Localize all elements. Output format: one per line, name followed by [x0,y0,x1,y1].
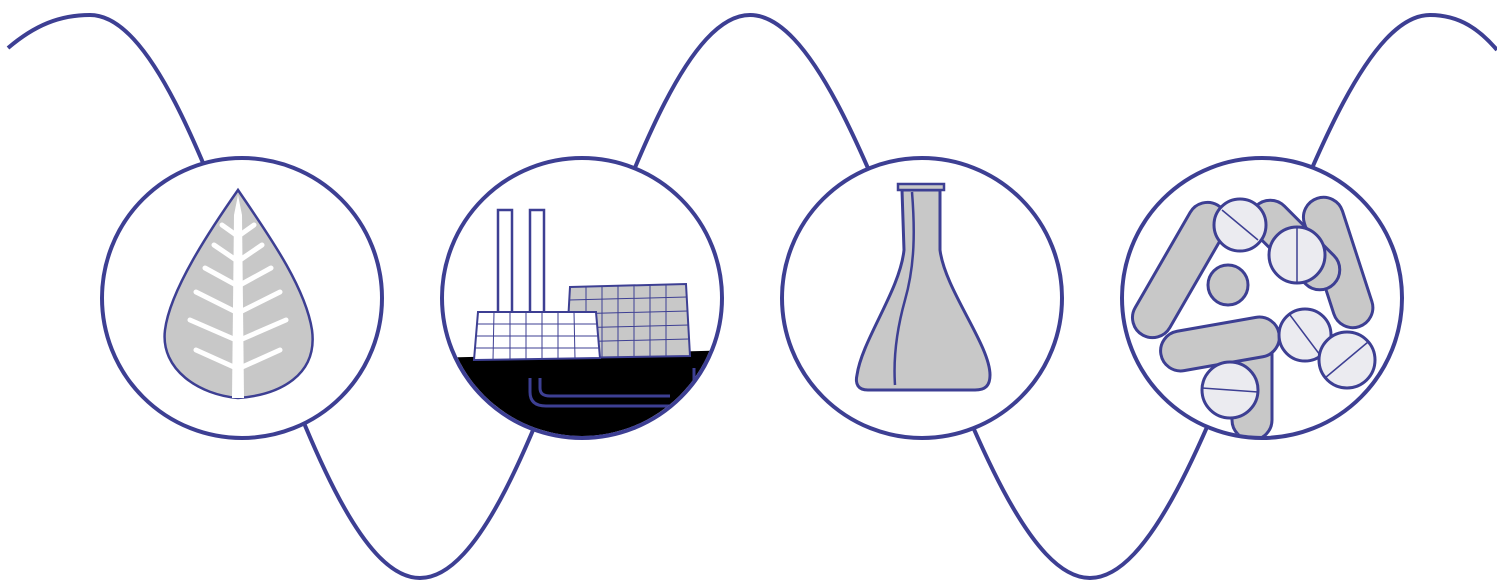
pills-icon [1120,156,1404,440]
flask-icon [780,156,1064,440]
factory-icon [440,156,724,440]
leaf-icon [100,156,384,440]
